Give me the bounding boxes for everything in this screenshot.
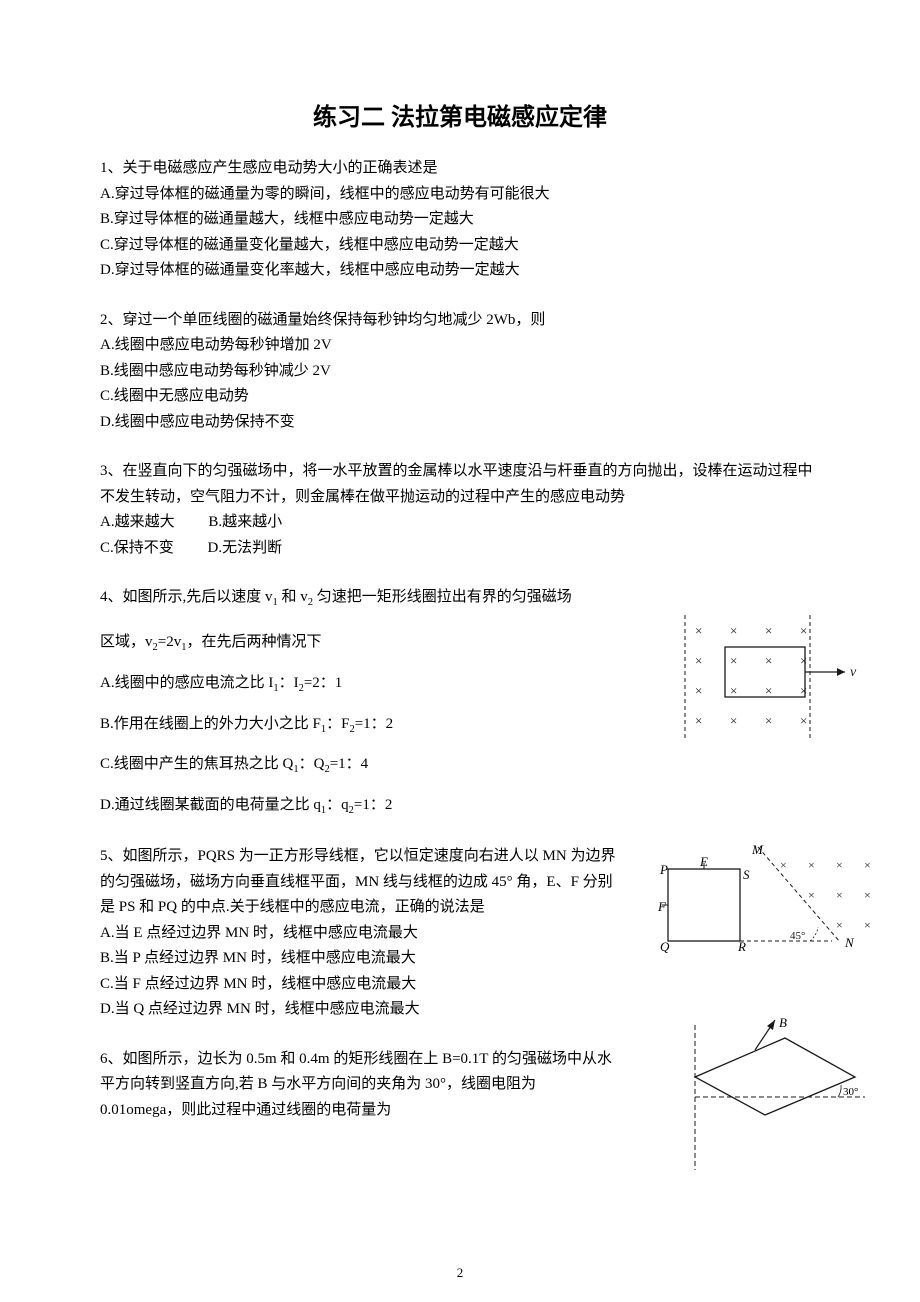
q1-opt-a: A.穿过导体框的磁通量为零的瞬间，线框中的感应电动势有可能很大 bbox=[100, 182, 820, 208]
q4-figure: × × × × × × × × × × × × × × × × v bbox=[660, 605, 880, 755]
q6-svg: B 30° bbox=[660, 1015, 880, 1175]
q1-opt-c: C.穿过导体框的磁通量变化量越大，线框中感应电动势一定越大 bbox=[100, 233, 820, 259]
svg-text:F: F bbox=[657, 899, 667, 914]
page-number: 2 bbox=[457, 1263, 464, 1283]
q2-opt-a: A.线圈中感应电动势每秒钟增加 2V bbox=[100, 333, 820, 359]
svg-text:×: × bbox=[765, 683, 772, 698]
svg-text:N: N bbox=[844, 935, 855, 950]
q3-stem: 3、在竖直向下的匀强磁场中，将一水平放置的金属棒以水平速度沿与杆垂直的方向抛出，… bbox=[100, 459, 820, 510]
question-2: 2、穿过一个单匝线圈的磁通量始终保持每秒钟均匀地减少 2Wb，则 A.线圈中感应… bbox=[100, 308, 820, 436]
q4-opt-c: C.线圈中产生的焦耳热之比 Q1：Q2=1：4 bbox=[100, 752, 620, 779]
doc-title: 练习二 法拉第电磁感应定律 bbox=[100, 100, 820, 136]
q5-opt-b: B.当 P 点经过边界 MN 时，线框中感应电流最大 bbox=[100, 946, 620, 972]
q5-opt-d: D.当 Q 点经过边界 MN 时，线框中感应电流最大 bbox=[100, 997, 620, 1023]
q3-opt-a: A.越来越大 bbox=[100, 510, 175, 536]
svg-text:45°: 45° bbox=[790, 930, 805, 942]
svg-text:×: × bbox=[800, 683, 807, 698]
q3-opt-b: B.越来越小 bbox=[208, 510, 282, 536]
svg-text:×: × bbox=[808, 888, 815, 902]
svg-text:v: v bbox=[850, 665, 857, 680]
svg-text:M: M bbox=[751, 842, 764, 857]
svg-text:×: × bbox=[836, 858, 843, 872]
question-5: 5、如图所示，PQRS 为一正方形导线框，它以恒定速度向右进人以 MN 为边界的… bbox=[100, 844, 820, 1023]
question-1: 1、关于电磁感应产生感应电动势大小的正确表述是 A.穿过导体框的磁通量为零的瞬间… bbox=[100, 156, 820, 284]
q3-opt-d: D.无法判断 bbox=[208, 536, 283, 562]
svg-text:×: × bbox=[695, 713, 702, 728]
q4-stem2: 区域，v2=2v1，在先后两种情况下 bbox=[100, 630, 620, 657]
svg-text:×: × bbox=[864, 858, 871, 872]
svg-text:×: × bbox=[730, 623, 737, 638]
q5-figure: P E S F Q R M N 45° ×××× ××× ×× bbox=[650, 839, 880, 969]
svg-text:×: × bbox=[780, 858, 787, 872]
q4-opt-b: B.作用在线圈上的外力大小之比 F1：F2=1：2 bbox=[100, 712, 620, 739]
svg-text:S: S bbox=[743, 867, 750, 882]
question-6: 6、如图所示，边长为 0.5m 和 0.4m 的矩形线圈在上 B=0.1T 的匀… bbox=[100, 1047, 820, 1124]
q4-opt-a: A.线圈中的感应电流之比 I1：I2=2：1 bbox=[100, 671, 620, 698]
svg-text:×: × bbox=[765, 653, 772, 668]
svg-text:×: × bbox=[765, 623, 772, 638]
q6-stem: 6、如图所示，边长为 0.5m 和 0.4m 的矩形线圈在上 B=0.1T 的匀… bbox=[100, 1047, 620, 1124]
svg-text:×: × bbox=[864, 918, 871, 932]
svg-text:30°: 30° bbox=[843, 1086, 858, 1098]
q2-opt-d: D.线圈中感应电动势保持不变 bbox=[100, 410, 820, 436]
svg-text:×: × bbox=[808, 858, 815, 872]
svg-text:B: B bbox=[779, 1015, 787, 1030]
q5-svg: P E S F Q R M N 45° ×××× ××× ×× bbox=[650, 839, 880, 969]
q1-opt-d: D.穿过导体框的磁通量变化率越大，线框中感应电动势一定越大 bbox=[100, 258, 820, 284]
q1-stem: 1、关于电磁感应产生感应电动势大小的正确表述是 bbox=[100, 156, 820, 182]
q3-opts-row2: C.保持不变 D.无法判断 bbox=[100, 536, 820, 562]
svg-text:×: × bbox=[695, 683, 702, 698]
q1-opt-b: B.穿过导体框的磁通量越大，线框中感应电动势一定越大 bbox=[100, 207, 820, 233]
q2-opt-b: B.线圈中感应电动势每秒钟减少 2V bbox=[100, 359, 820, 385]
svg-text:×: × bbox=[800, 653, 807, 668]
svg-text:×: × bbox=[800, 713, 807, 728]
q3-opts-row1: A.越来越大 B.越来越小 bbox=[100, 510, 820, 536]
svg-text:×: × bbox=[800, 623, 807, 638]
q5-opt-a: A.当 E 点经过边界 MN 时，线框中感应电流最大 bbox=[100, 921, 620, 947]
q4-options: A.线圈中的感应电流之比 I1：I2=2：1 B.作用在线圈上的外力大小之比 F… bbox=[100, 671, 620, 820]
svg-text:×: × bbox=[730, 683, 737, 698]
svg-text:×: × bbox=[730, 713, 737, 728]
svg-text:×: × bbox=[695, 623, 702, 638]
question-4: 4、如图所示,先后以速度 v1 和 v2 匀速把一矩形线圈拉出有界的匀强磁场 区… bbox=[100, 585, 820, 820]
q2-stem: 2、穿过一个单匝线圈的磁通量始终保持每秒钟均匀地减少 2Wb，则 bbox=[100, 308, 820, 334]
svg-text:P: P bbox=[659, 862, 668, 877]
svg-text:×: × bbox=[864, 888, 871, 902]
q2-opt-c: C.线圈中无感应电动势 bbox=[100, 384, 820, 410]
svg-text:×: × bbox=[695, 653, 702, 668]
q6-figure: B 30° bbox=[660, 1015, 880, 1175]
q4-opt-d: D.通过线圈某截面的电荷量之比 q1：q2=1：2 bbox=[100, 793, 620, 820]
svg-text:Q: Q bbox=[660, 939, 670, 954]
svg-text:×: × bbox=[836, 918, 843, 932]
svg-text:×: × bbox=[730, 653, 737, 668]
q4-stem1: 4、如图所示,先后以速度 v1 和 v2 匀速把一矩形线圈拉出有界的匀强磁场 bbox=[100, 585, 620, 612]
question-3: 3、在竖直向下的匀强磁场中，将一水平放置的金属棒以水平速度沿与杆垂直的方向抛出，… bbox=[100, 459, 820, 561]
q3-opt-c: C.保持不变 bbox=[100, 536, 174, 562]
svg-text:×: × bbox=[836, 888, 843, 902]
q4-svg: × × × × × × × × × × × × × × × × v bbox=[660, 605, 880, 755]
svg-text:×: × bbox=[765, 713, 772, 728]
q5-opt-c: C.当 F 点经过边界 MN 时，线框中感应电流最大 bbox=[100, 972, 620, 998]
q5-stem: 5、如图所示，PQRS 为一正方形导线框，它以恒定速度向右进人以 MN 为边界的… bbox=[100, 844, 620, 921]
